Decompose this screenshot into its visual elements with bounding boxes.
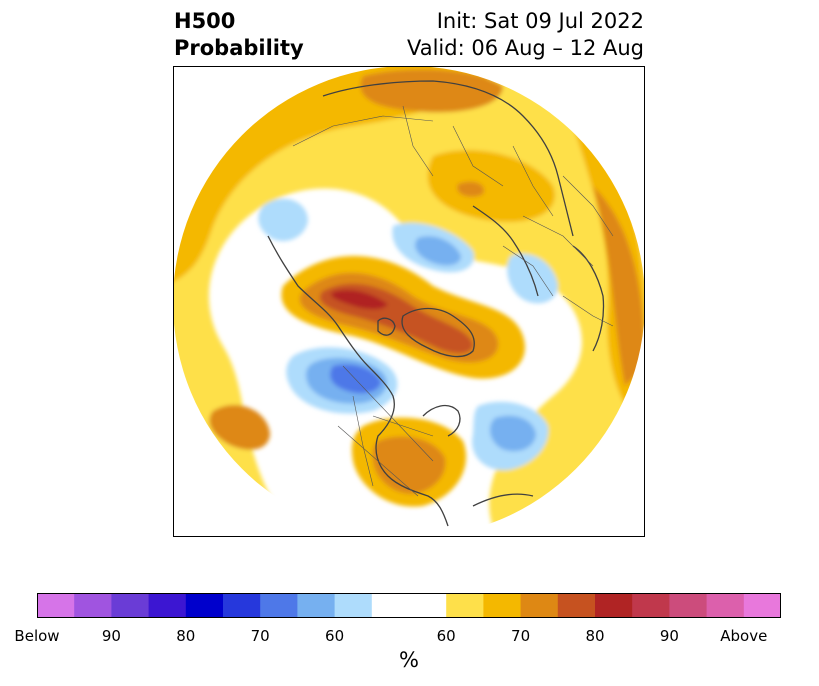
colorbar-tick-label: Below xyxy=(14,627,60,645)
title-right: Init: Sat 09 Jul 2022 Valid: 06 Aug – 12… xyxy=(407,8,644,62)
colorbar-segment xyxy=(223,593,261,618)
colorbar xyxy=(37,593,781,618)
colorbar-segment xyxy=(371,593,447,618)
above-65-siberia xyxy=(427,150,555,222)
political-borders xyxy=(292,105,614,497)
variable-title: H500 xyxy=(174,9,236,33)
colorbar-segment xyxy=(446,593,484,618)
colorbar-tick-label: 60 xyxy=(436,627,456,645)
colorbar-segment xyxy=(148,593,187,618)
colorbar-segment xyxy=(632,593,670,618)
colorbar-segment xyxy=(297,593,336,618)
coastlines xyxy=(267,80,644,527)
colorbar-unit: % xyxy=(399,648,419,672)
above-70-siberia xyxy=(360,69,503,113)
below-60-east-siberian-sea xyxy=(258,198,308,242)
colorbar-tick-label: 90 xyxy=(101,627,121,645)
colorbar-segment xyxy=(185,593,224,618)
above-70-north-pacific xyxy=(209,404,270,450)
colorbar-segment xyxy=(706,593,745,618)
colorbar-segment xyxy=(557,593,596,618)
colorbar-segment xyxy=(74,593,112,618)
above-70-siberia-core xyxy=(457,181,484,197)
above-80-alaska xyxy=(331,289,388,310)
colorbar-tick-label: Above xyxy=(720,627,768,645)
init-date: Init: Sat 09 Jul 2022 xyxy=(436,9,644,33)
valid-range: Valid: 06 Aug – 12 Aug xyxy=(406,36,644,60)
product-title: Probability xyxy=(174,36,304,60)
colorbar-segment xyxy=(743,593,781,618)
title-left: H500 Probability xyxy=(174,8,304,62)
colorbar-segment xyxy=(595,593,633,618)
below-65-north-atlantic xyxy=(490,415,536,452)
map-disc xyxy=(173,66,645,537)
above-70-western-europe xyxy=(593,186,645,386)
colorbar-segment xyxy=(37,593,75,618)
colorbar-segment xyxy=(111,593,150,618)
colorbar-segment xyxy=(260,593,298,618)
above-70-eastern-us xyxy=(372,436,446,494)
map-frame xyxy=(173,66,645,537)
colorbar-tick-label: 60 xyxy=(325,627,345,645)
colorbar-segment xyxy=(520,593,559,618)
colorbar-tick-label: 80 xyxy=(585,627,605,645)
colorbar-tick-label: 70 xyxy=(250,627,270,645)
colorbar-tick-label: 80 xyxy=(176,627,196,645)
colorbar-tick-label: 90 xyxy=(659,627,679,645)
colorbar-tick-label: 70 xyxy=(511,627,531,645)
colorbar-segment xyxy=(669,593,708,618)
polar-probability-map xyxy=(173,66,645,537)
colorbar-border xyxy=(37,593,781,618)
below-65-scandinavia xyxy=(415,236,461,266)
colorbar-segment xyxy=(334,593,373,618)
colorbar-segment xyxy=(483,593,522,618)
